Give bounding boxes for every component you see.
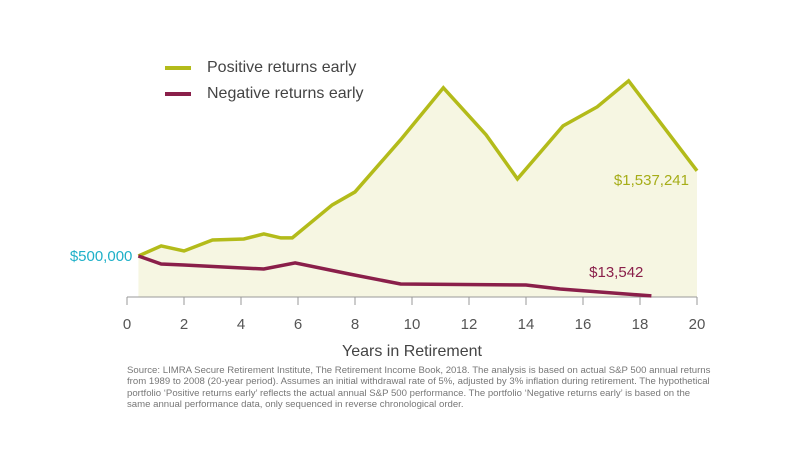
series-line [137,254,652,298]
value-label: $1,537,241 [614,172,689,189]
legend-label: Negative returns early [207,85,364,102]
value-label: $13,542 [589,264,643,281]
x-tick-label: 20 [689,316,706,333]
x-tick-label: 2 [180,316,188,333]
x-tick-label: 18 [632,316,649,333]
x-tick-label: 0 [123,316,131,333]
x-tick-label: 14 [518,316,535,333]
x-tick-label: 12 [461,316,478,333]
x-tick-label: 16 [575,316,592,333]
x-tick-label: 6 [294,316,302,333]
x-tick-label: 4 [237,316,245,333]
source-note: Source: LIMRA Secure Retirement Institut… [127,365,711,411]
x-tick-label: 8 [351,316,359,333]
x-tick-label: 10 [404,316,421,333]
legend-label: Positive returns early [207,59,356,76]
value-label: $500,000 [70,248,133,265]
x-axis-label: Years in Retirement [342,343,482,360]
series-line [137,78,699,258]
